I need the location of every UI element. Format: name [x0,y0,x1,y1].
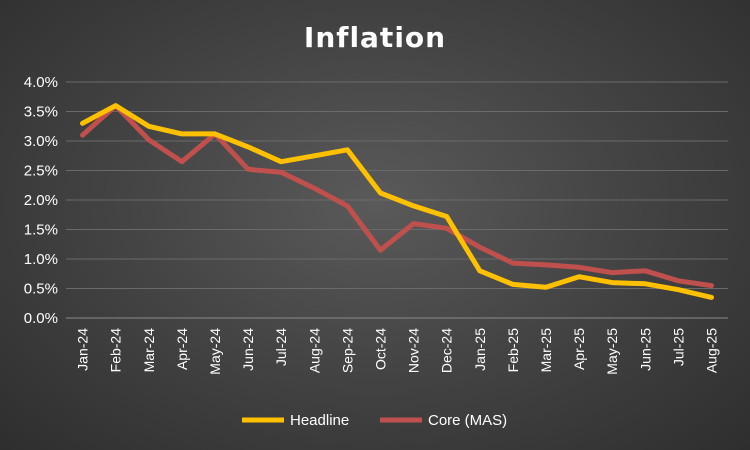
x-tick-label: Sep-24 [339,328,355,373]
legend-label: Core (MAS) [428,412,507,429]
x-tick-label: Apr-25 [571,328,587,370]
series-line-headline [80,103,714,300]
y-tick-label: 0.5% [24,281,58,298]
x-tick-label: Feb-24 [108,328,124,373]
x-tick-label: May-25 [604,328,620,375]
x-tick-label: Mar-24 [141,328,157,373]
legend: Headline Core (MAS) [242,412,507,429]
y-tick-label: 1.5% [24,222,58,239]
series-line-core-mas [80,103,714,289]
x-tick-label: Apr-24 [174,328,190,370]
x-axis-ticks: Jan-24 Feb-24 Mar-24 Apr-24 May-24 Jun-24 Jul-… [75,328,720,375]
x-tick-label: Aug-25 [703,328,719,373]
x-tick-label: Feb-25 [505,328,521,373]
y-tick-label: 2.0% [24,192,58,209]
y-tick-label: 1.0% [24,251,58,268]
x-tick-label: Jul-24 [273,328,289,366]
x-tick-label: Dec-24 [439,328,455,373]
x-tick-label: May-24 [207,328,223,375]
x-tick-label: Jan-24 [75,328,91,371]
series-lines [80,103,714,300]
x-tick-label: Nov-24 [406,328,422,373]
y-axis-ticks: 0.0% 0.5% 1.0% 1.5% 2.0% 2.5% 3.0% 3.5% 4.0% [24,74,58,327]
x-tick-label: Jun-25 [637,328,653,371]
x-tick-label: Aug-24 [306,328,322,373]
y-tick-label: 2.5% [24,163,58,180]
y-tick-label: 4.0% [24,74,58,91]
x-tick-label: Jul-25 [670,328,686,366]
x-tick-label: Jun-24 [240,328,256,371]
y-tick-label: 0.0% [24,310,58,327]
y-tick-label: 3.0% [24,133,58,150]
x-tick-label: Oct-24 [372,328,388,370]
y-tick-label: 3.5% [24,104,58,121]
x-tick-label: Mar-25 [538,328,554,373]
legend-label: Headline [290,412,349,429]
chart-title: Inflation [304,21,446,54]
x-tick-label: Jan-25 [472,328,488,371]
